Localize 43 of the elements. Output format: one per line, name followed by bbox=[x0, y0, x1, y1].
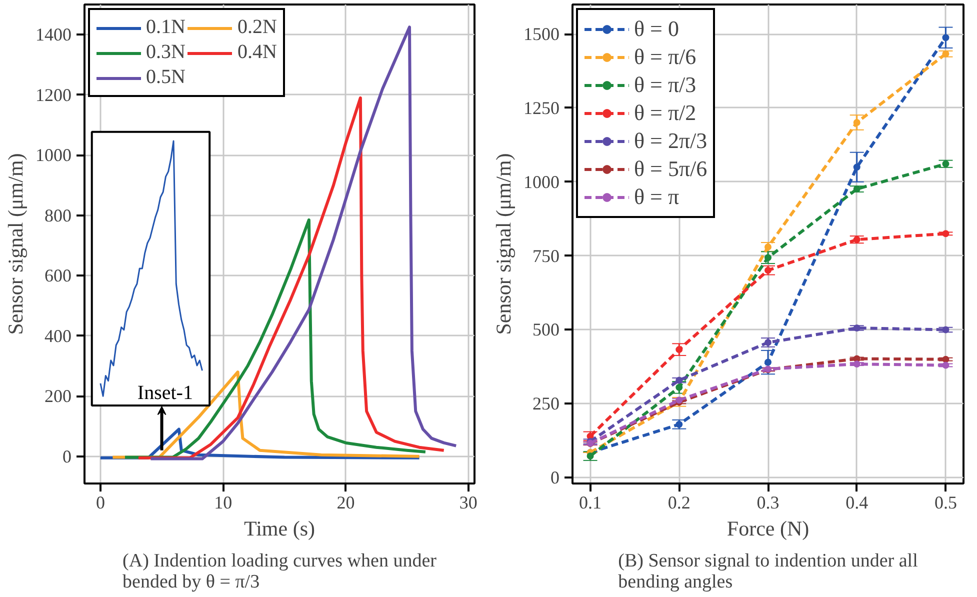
legend-label: 0.2N bbox=[237, 16, 277, 39]
y-tick-label: 1000 bbox=[36, 145, 72, 166]
legend-label: θ = π/2 bbox=[634, 100, 696, 126]
x-tick-label: 0.3 bbox=[756, 492, 780, 512]
legend-label: 0.5N bbox=[146, 66, 186, 89]
x-tick-label: 0.2 bbox=[668, 492, 690, 512]
legend-label: 0.3N bbox=[146, 41, 186, 64]
annotation: Inset-1 bbox=[137, 382, 193, 404]
y-tick-label: 400 bbox=[44, 326, 72, 346]
x-tick-label: 0.4 bbox=[846, 492, 868, 512]
y-tick-label: 0 bbox=[62, 446, 72, 466]
y-tick-label: 1200 bbox=[36, 84, 72, 105]
legend-label: θ = π/6 bbox=[634, 44, 696, 70]
legend-label: θ = 5π/6 bbox=[634, 156, 708, 182]
y-tick-label: 750 bbox=[532, 246, 560, 266]
y-tick-label: 1500 bbox=[524, 24, 560, 44]
y-tick-label: 800 bbox=[44, 205, 72, 226]
x-tick-label: 10 bbox=[214, 492, 232, 512]
y-tick-label: 1400 bbox=[36, 24, 72, 45]
y-tick-label: 1250 bbox=[524, 98, 560, 118]
x-axis-title: Force (N) bbox=[726, 516, 810, 540]
x-tick-label: 20 bbox=[336, 492, 355, 512]
y-axis-title: Sensor signal (μm/m) bbox=[492, 153, 516, 335]
x-tick-label: 0.5 bbox=[934, 492, 957, 512]
y-tick-label: 600 bbox=[44, 266, 72, 286]
legend-label: θ = 0 bbox=[634, 16, 679, 42]
legend-label: 0.4N bbox=[237, 41, 277, 64]
legend-label: θ = π bbox=[634, 184, 680, 210]
y-axis-title: Sensor signal (μm/m) bbox=[4, 153, 28, 335]
text: (A) Indention loading curves when under bended by θ = π/3 bbox=[122, 550, 438, 592]
x-tick-label: 0 bbox=[96, 492, 105, 512]
legend-label: θ = π/3 bbox=[634, 72, 696, 98]
legend-label: 0.1N bbox=[146, 16, 186, 39]
y-tick-label: 200 bbox=[44, 386, 72, 406]
legend-label: θ = 2π/3 bbox=[634, 128, 708, 154]
x-tick-label: 30 bbox=[459, 492, 478, 512]
text: (B) Sensor signal to indention under all bending angles bbox=[618, 550, 918, 592]
y-tick-label: 250 bbox=[532, 394, 560, 414]
y-tick-label: 1000 bbox=[524, 172, 560, 192]
x-tick-label: 0.1 bbox=[579, 492, 602, 512]
y-tick-label: 500 bbox=[532, 320, 560, 340]
y-tick-label: 0 bbox=[550, 468, 560, 488]
x-axis-title: Time (s) bbox=[244, 516, 316, 540]
